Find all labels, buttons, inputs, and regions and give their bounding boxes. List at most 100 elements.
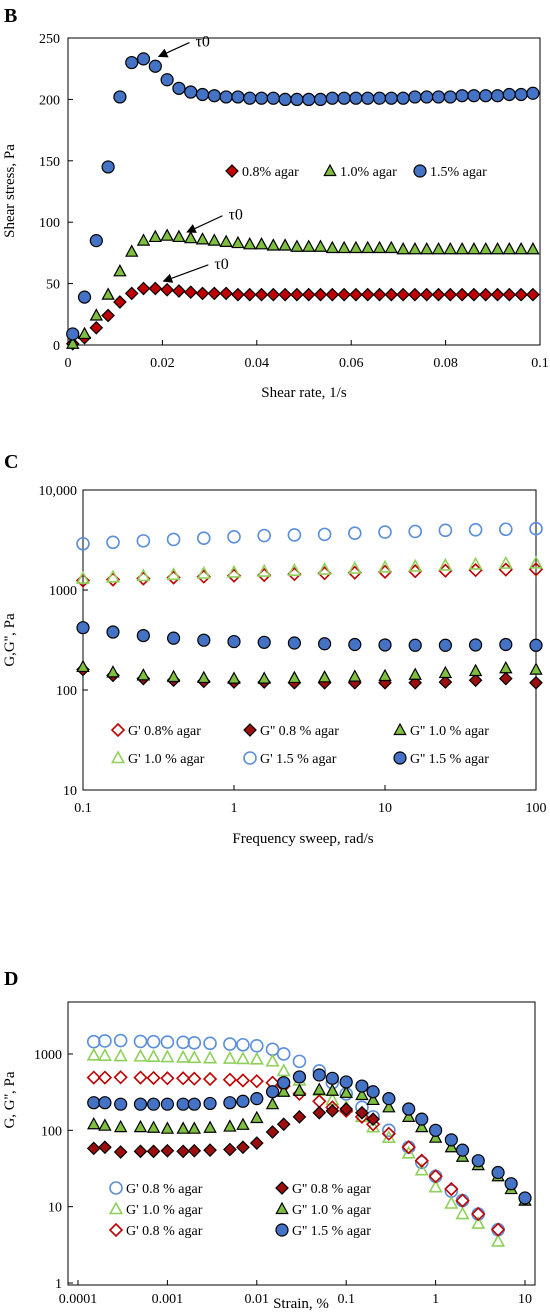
data-point: [187, 1050, 202, 1064]
data-point: [471, 1206, 486, 1222]
legend-b: 0.8% agar 1.0% agar 1.5% agar: [225, 163, 487, 180]
data-point: [337, 91, 351, 105]
data-point: [428, 1179, 443, 1193]
data-point: [504, 1177, 518, 1191]
data-point: [325, 287, 340, 302]
legend-label: G'' 0.8 % agar: [292, 1182, 371, 1197]
data-point: [187, 1121, 202, 1134]
legend-marker: [109, 1181, 123, 1195]
data-point: [471, 1215, 486, 1229]
data-point: [136, 233, 151, 246]
data-point: [396, 287, 410, 302]
data-point: [313, 92, 328, 107]
data-point: [438, 563, 453, 578]
legend-label: G' 0.8 % agar: [126, 1224, 203, 1239]
data-point: [378, 525, 392, 539]
data-point: [101, 287, 115, 300]
data-point: [444, 1195, 459, 1209]
data-point: [207, 89, 221, 103]
data-point: [113, 1033, 128, 1048]
data-point: [87, 1117, 101, 1130]
data-point: [396, 241, 410, 255]
x-tick-label: 10: [518, 1292, 532, 1307]
data-point: [76, 621, 90, 635]
y-tick-label: 100: [41, 1124, 62, 1139]
data-point: [408, 90, 422, 104]
data-point: [287, 636, 302, 650]
data-point: [372, 287, 387, 302]
annotation-label: τ0: [214, 256, 228, 273]
y-axis-label-d: G, G'', Pa: [2, 1071, 18, 1128]
data-point: [231, 287, 245, 302]
data-point: [113, 1119, 128, 1133]
data-point: [172, 81, 186, 95]
data-point: [317, 670, 332, 683]
data-point: [467, 89, 481, 103]
data-point: [325, 1071, 339, 1085]
legend-marker: [110, 750, 126, 764]
annotation-arrow: [157, 42, 190, 58]
y-tick-label: 250: [39, 32, 60, 47]
data-point: [498, 555, 513, 569]
data-point: [468, 673, 483, 688]
data-point: [227, 530, 241, 544]
data-point: [502, 287, 517, 302]
tick-labels-d: 0.0001 0.001 0.01 0.1 1 10 1 10 100 1000: [34, 1048, 532, 1307]
data-point: [195, 232, 210, 245]
panel-letter-d: D: [4, 968, 18, 990]
data-point: [408, 524, 423, 539]
data-point: [89, 234, 103, 248]
data-point: [265, 1042, 280, 1057]
data-point: [133, 1070, 148, 1085]
data-point: [467, 287, 481, 302]
legend-marker: [323, 163, 337, 177]
data-point: [227, 671, 241, 684]
legend-marker: [108, 1222, 124, 1238]
data-point: [266, 91, 280, 105]
data-point: [254, 91, 269, 105]
data-point: [382, 1123, 396, 1138]
data-point: [195, 87, 210, 102]
data-point: [287, 567, 302, 582]
tick-labels-b: 0 0.02 0.04 0.06 0.08 0.1 0 50 100 150 200 250: [39, 32, 549, 371]
data-point: [197, 531, 211, 545]
data-point: [317, 561, 332, 575]
data-point: [97, 1047, 112, 1061]
annotation-arrow: [186, 215, 223, 233]
x-axis-label-d: Strain, %: [273, 1296, 329, 1312]
data-point: [222, 1050, 237, 1064]
data-point: [414, 1162, 429, 1176]
y-tick-label: 1000: [34, 1048, 62, 1063]
data-point: [195, 286, 210, 301]
data-point: [355, 1105, 369, 1120]
data-point: [431, 241, 446, 255]
data-point: [98, 1118, 112, 1131]
data-point: [277, 1084, 291, 1097]
data-point: [401, 1140, 416, 1155]
data-point: [384, 287, 399, 302]
data-point: [499, 660, 513, 674]
data-point: [136, 628, 150, 643]
data-point: [384, 240, 399, 254]
legend-marker: [275, 1223, 289, 1237]
tick-labels-c: 0.1 1 10 100 10 100 1000 10,000: [39, 484, 547, 816]
data-point: [114, 1097, 128, 1111]
data-point: [223, 1037, 237, 1051]
data-point: [402, 1102, 416, 1116]
legend-marker: [108, 1201, 124, 1215]
data-point: [302, 239, 316, 252]
data-point: [301, 287, 316, 302]
data-point: [243, 91, 257, 105]
data-point: [98, 1096, 112, 1110]
y-tick-label: 1: [55, 1277, 62, 1292]
data-point: [266, 238, 281, 251]
data-point: [106, 665, 120, 678]
data-point: [166, 631, 181, 645]
data-point: [133, 1119, 148, 1133]
y-tick-label: 100: [39, 216, 60, 231]
data-point: [479, 241, 493, 255]
data-point: [249, 1136, 264, 1150]
y-tick-label: 150: [39, 155, 60, 170]
data-point: [242, 287, 257, 302]
plot-frame-d: [67, 1001, 536, 1286]
